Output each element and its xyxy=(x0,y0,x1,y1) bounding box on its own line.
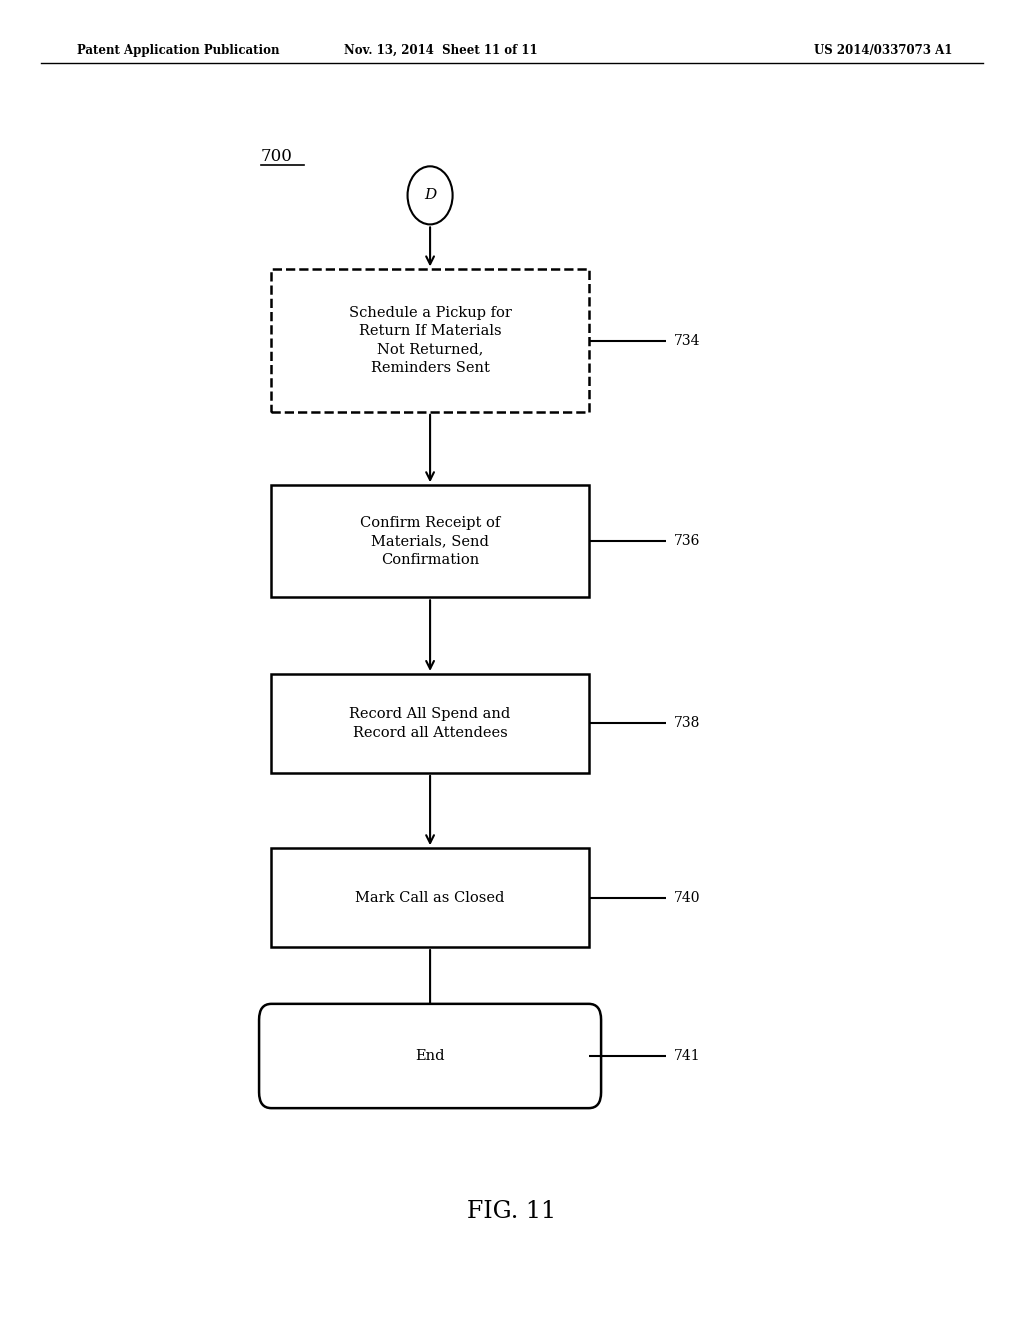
Text: 736: 736 xyxy=(674,535,700,548)
FancyBboxPatch shape xyxy=(259,1003,601,1109)
Text: Record All Spend and
Record all Attendees: Record All Spend and Record all Attendee… xyxy=(349,708,511,739)
Bar xyxy=(271,486,589,597)
FancyBboxPatch shape xyxy=(271,269,589,412)
Text: End: End xyxy=(416,1049,444,1063)
Text: Schedule a Pickup for
Return If Materials
Not Returned,
Reminders Sent: Schedule a Pickup for Return If Material… xyxy=(348,306,512,375)
Text: 734: 734 xyxy=(674,334,700,347)
Text: US 2014/0337073 A1: US 2014/0337073 A1 xyxy=(814,44,952,57)
Text: 700: 700 xyxy=(261,148,293,165)
Text: Patent Application Publication: Patent Application Publication xyxy=(77,44,280,57)
Text: 741: 741 xyxy=(674,1049,700,1063)
Text: Nov. 13, 2014  Sheet 11 of 11: Nov. 13, 2014 Sheet 11 of 11 xyxy=(343,44,538,57)
Text: Mark Call as Closed: Mark Call as Closed xyxy=(355,891,505,904)
Text: Confirm Receipt of
Materials, Send
Confirmation: Confirm Receipt of Materials, Send Confi… xyxy=(360,516,500,566)
Text: 740: 740 xyxy=(674,891,700,904)
Bar xyxy=(271,673,589,772)
Text: D: D xyxy=(424,189,436,202)
Text: 738: 738 xyxy=(674,717,700,730)
Text: FIG. 11: FIG. 11 xyxy=(467,1200,557,1224)
Bar xyxy=(271,847,589,948)
